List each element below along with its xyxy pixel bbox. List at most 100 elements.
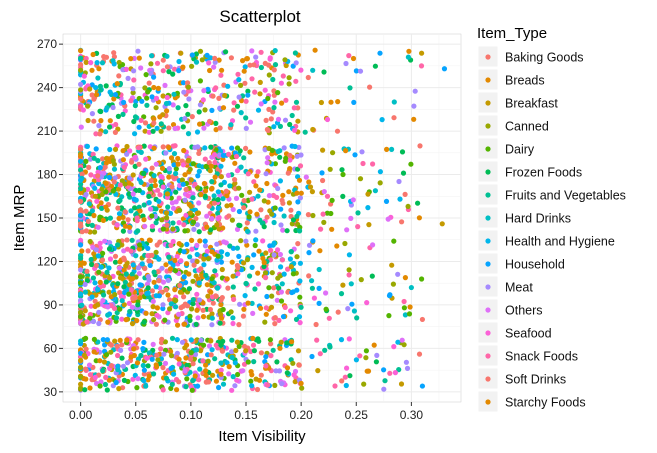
data-point: [177, 207, 183, 213]
data-point: [377, 169, 383, 175]
data-point: [264, 214, 270, 220]
data-point: [183, 212, 189, 218]
data-point: [114, 343, 120, 349]
data-point: [278, 264, 284, 270]
data-point: [163, 150, 169, 156]
data-point: [78, 167, 84, 173]
data-point: [282, 57, 288, 63]
data-point: [245, 228, 251, 234]
data-point: [83, 55, 89, 62]
data-point: [216, 57, 222, 63]
data-point: [223, 188, 229, 194]
data-point: [218, 371, 224, 377]
data-point: [190, 161, 196, 167]
data-point: [78, 374, 84, 380]
data-point: [196, 229, 202, 235]
data-point: [92, 374, 98, 380]
data-point: [98, 118, 104, 124]
data-point: [377, 180, 383, 186]
data-point: [395, 339, 401, 345]
data-point: [201, 342, 207, 348]
data-point: [135, 302, 141, 308]
data-point: [161, 351, 167, 357]
data-point: [386, 293, 393, 299]
data-point: [132, 102, 138, 109]
data-point: [137, 242, 143, 248]
data-point: [335, 99, 341, 105]
data-point: [370, 161, 376, 167]
data-point: [97, 358, 103, 364]
data-point: [167, 266, 174, 272]
data-point: [271, 219, 277, 226]
data-point: [160, 93, 166, 99]
data-point: [95, 286, 101, 292]
data-point: [206, 379, 212, 385]
data-point: [358, 277, 364, 283]
data-point: [219, 249, 225, 255]
data-point: [201, 262, 207, 268]
data-point: [135, 145, 142, 151]
data-point: [411, 116, 417, 122]
data-point: [106, 174, 113, 181]
data-point: [191, 226, 197, 232]
data-point: [270, 76, 276, 83]
data-point: [78, 274, 84, 280]
data-point: [289, 339, 295, 345]
data-point: [249, 383, 255, 389]
data-point: [172, 125, 178, 132]
data-point: [182, 197, 188, 203]
data-point: [217, 320, 223, 326]
data-point: [347, 85, 353, 91]
data-point: [119, 298, 125, 304]
data-point: [229, 259, 235, 265]
data-point: [151, 279, 157, 285]
data-point: [253, 228, 259, 234]
data-point: [112, 129, 118, 135]
data-point: [372, 63, 378, 69]
data-point: [248, 369, 254, 375]
data-point: [227, 243, 233, 249]
data-point: [149, 356, 155, 362]
data-point: [196, 150, 202, 156]
data-point: [107, 256, 114, 262]
data-point: [210, 93, 216, 99]
data-point: [218, 297, 224, 303]
data-point: [207, 306, 213, 313]
data-point: [271, 240, 277, 246]
data-point: [128, 208, 134, 214]
data-point: [255, 281, 262, 287]
data-point: [136, 187, 142, 193]
data-point: [383, 198, 390, 204]
data-point: [88, 303, 94, 309]
data-point: [78, 67, 84, 73]
data-point: [172, 287, 178, 293]
data-point: [211, 280, 217, 286]
data-point: [120, 111, 126, 117]
chart-title: Scatterplot: [219, 7, 301, 26]
data-point: [232, 180, 238, 186]
data-point: [357, 68, 364, 74]
data-point: [190, 258, 196, 264]
data-point: [192, 144, 198, 150]
data-point: [321, 189, 327, 195]
data-point: [132, 205, 138, 211]
data-point: [268, 341, 274, 347]
data-point: [183, 186, 189, 193]
data-point: [242, 293, 248, 299]
data-point: [190, 191, 196, 197]
data-point: [211, 64, 217, 70]
data-point: [143, 156, 149, 162]
data-point: [203, 368, 209, 374]
data-point: [167, 297, 173, 303]
data-point: [243, 115, 249, 121]
data-point: [401, 342, 407, 348]
data-point: [82, 281, 88, 287]
data-point: [227, 183, 233, 189]
data-point: [277, 154, 283, 160]
data-point: [183, 355, 189, 361]
data-point: [233, 153, 240, 160]
data-point: [110, 158, 116, 164]
legend-swatch: [485, 100, 491, 106]
data-point: [314, 337, 320, 343]
data-point: [193, 321, 199, 327]
